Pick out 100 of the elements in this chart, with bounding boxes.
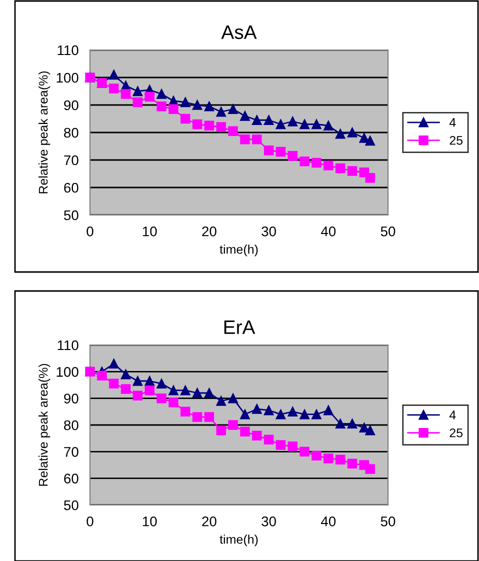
x-tick-label: 10 [142,516,157,526]
point [288,406,298,417]
point [144,376,154,386]
point [240,409,250,420]
point [252,134,262,144]
point [204,412,214,422]
point [180,114,190,124]
y-tick-label: 70 [64,447,78,457]
point [252,115,262,125]
point [264,405,274,416]
point [204,120,214,130]
point [335,163,346,174]
y-tick-label: 60 [64,182,78,193]
point [240,426,250,437]
x-tick-label: 0 [86,226,94,236]
point [216,122,226,132]
point [264,115,274,125]
point [156,102,166,112]
point [144,385,154,396]
point [180,385,190,396]
point [335,454,346,465]
point [288,441,298,452]
point [192,100,202,110]
point [168,104,178,114]
x-axis-title: time(h) [220,534,258,546]
y-tick-label: 50 [64,210,78,220]
point [300,446,310,457]
y-tick-label: 90 [64,100,78,110]
y-tick-label: 110 [58,340,78,350]
legend-label: 25 [450,136,463,145]
point [132,86,143,96]
point [240,111,250,121]
point [312,119,322,130]
point [288,116,298,126]
point [347,166,358,176]
legend-label: 25 [450,428,463,438]
y-tick-label: 80 [64,420,78,430]
y-axis-title: Relative peak area(%) [38,364,50,486]
point [204,102,214,112]
point [300,409,310,420]
point [228,126,238,136]
y-axis-title: Relative peak area(%) [38,71,50,194]
chart-title: AsA [221,26,257,40]
point [132,390,143,401]
point [192,119,202,130]
point [156,378,166,389]
legend-label: 4 [449,118,456,127]
point [324,405,334,416]
point [216,425,226,436]
point [168,385,178,396]
y-tick-label: 90 [64,394,78,404]
y-tick-label: 50 [64,500,78,510]
point [204,388,214,398]
point [156,89,166,99]
point [288,151,298,161]
y-tick-label: 100 [56,72,78,83]
x-tick-label: 30 [262,226,276,236]
point [228,420,238,430]
y-tick-label: 60 [64,474,78,484]
point [180,406,190,417]
legend-label: 4 [449,410,456,420]
x-tick-label: 30 [262,516,276,526]
point [180,97,190,108]
point [264,146,274,156]
x-tick-label: 20 [202,226,216,236]
y-tick-label: 110 [58,45,78,56]
point [108,70,119,80]
point [312,450,322,461]
point [276,146,286,157]
y-tick-label: 80 [64,128,78,138]
point [108,358,119,369]
point [347,128,358,138]
point [365,136,375,146]
point [300,156,310,166]
point [335,418,346,429]
point [228,104,238,114]
point [156,393,166,404]
point [192,388,202,398]
point [108,84,119,94]
point [324,120,334,130]
point [144,92,154,102]
point [252,430,262,441]
point [97,370,107,381]
point [312,409,322,420]
point [132,97,143,108]
point [120,89,131,99]
point [347,418,358,429]
x-tick-label: 50 [380,226,396,236]
x-axis-title: time(h) [220,244,258,256]
point [335,129,346,139]
x-tick-label: 40 [320,226,336,236]
point [192,412,202,422]
point [276,119,286,130]
x-tick-label: 40 [320,516,336,526]
point [216,396,226,406]
point [324,453,334,464]
point [120,384,131,394]
y-tick-label: 70 [64,155,78,166]
point [120,369,131,380]
chart-title: ErA [224,320,256,334]
